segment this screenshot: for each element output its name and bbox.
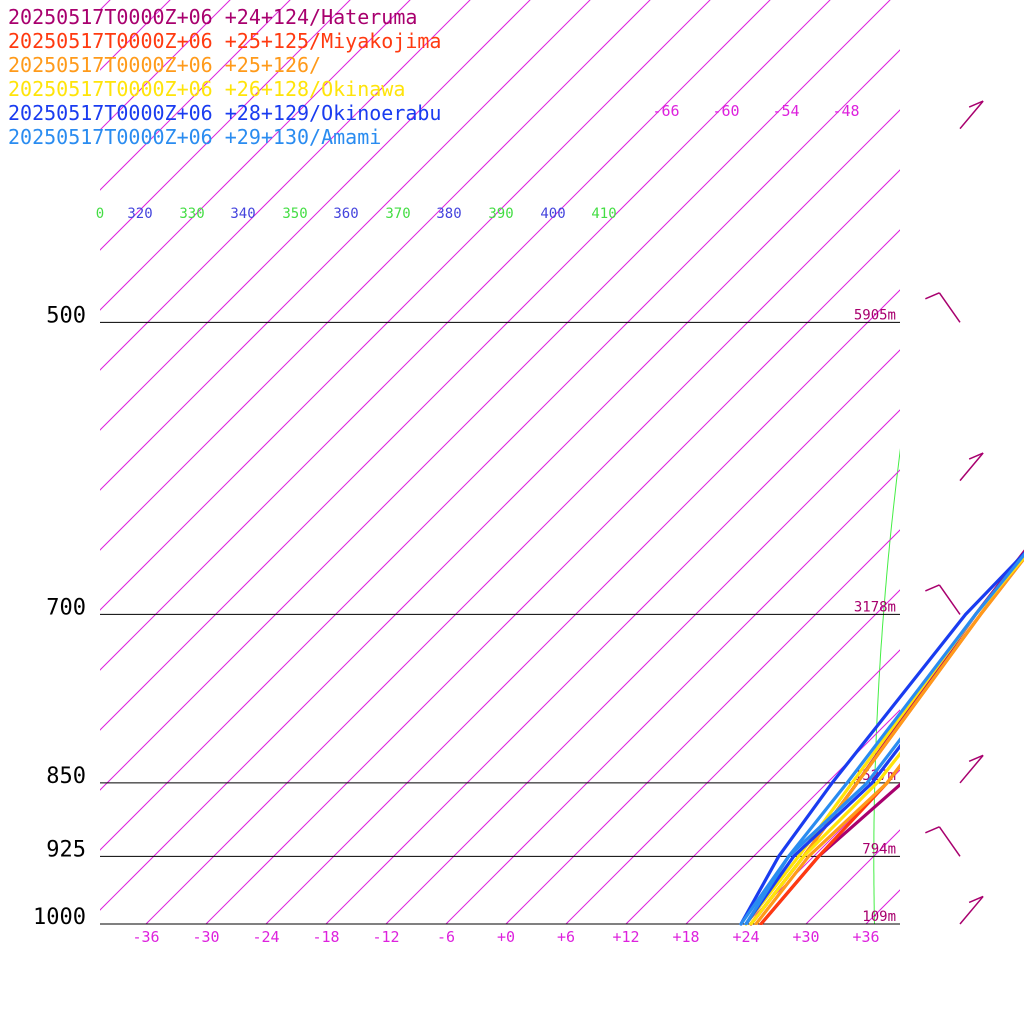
- pressure-label: 700: [46, 595, 86, 620]
- isotherm-top-label: -54: [772, 102, 799, 120]
- wind-barb: [925, 826, 961, 857]
- theta-label: 380: [436, 206, 461, 222]
- isotherm-line: [145, 169, 900, 925]
- x-tick-label: -30: [192, 928, 219, 946]
- pressure-label: 850: [46, 764, 86, 789]
- isotherm-line: [385, 409, 900, 925]
- legend-entry: 20250517T0000Z+06 +24+124/Hateruma: [8, 5, 417, 29]
- isotherm-line: [100, 0, 711, 611]
- height-label: 109m: [862, 909, 896, 925]
- dewpoint-line-hateruma: [749, 549, 1024, 926]
- isotherm-line: [505, 529, 900, 925]
- pressure-label: 500: [46, 303, 86, 328]
- legend-entry: 20250517T0000Z+06 +29+130/Amami: [8, 125, 381, 149]
- dewpoint-line--25-126: [749, 555, 1024, 926]
- dry-adiabat-320: [970, 0, 1024, 924]
- legend-entry: 20250517T0000Z+06 +28+129/Okinoerabu: [8, 101, 441, 125]
- height-label: 3178m: [854, 599, 896, 615]
- theta-label: 370: [385, 206, 410, 222]
- x-tick-label: +30: [792, 928, 819, 946]
- x-tick-label: -12: [372, 928, 399, 946]
- isotherm-line: [265, 289, 900, 925]
- temperature-line-okinawa: [749, 751, 900, 925]
- wind-barb: [959, 895, 984, 925]
- isotherm-top-label: -60: [712, 102, 739, 120]
- wind-barb: [925, 292, 961, 323]
- temperature-line-hateruma: [759, 782, 900, 925]
- dry-adiabat-310: [873, 448, 900, 925]
- theta-label: 330: [179, 206, 204, 222]
- isotherm-top-label: -48: [832, 102, 859, 120]
- isotherm-line: [445, 469, 900, 925]
- temperature-line-miyakojima: [759, 763, 900, 925]
- height-label: 794m: [862, 841, 896, 857]
- isotherm-line: [100, 49, 900, 851]
- isotherm-top-label: -66: [652, 102, 679, 120]
- isotherm-line: [205, 229, 900, 925]
- x-tick-label: -24: [252, 928, 279, 946]
- dewpoint-line-okinoerabu: [739, 551, 1024, 926]
- x-tick-label: +24: [732, 928, 759, 946]
- pressure-label: 925: [46, 837, 86, 862]
- theta-label: 390: [488, 206, 513, 222]
- legend-entry: 20250517T0000Z+06 +26+128/Okinawa: [8, 77, 405, 101]
- theta-label: 350: [282, 206, 307, 222]
- theta-label: 320: [127, 206, 152, 222]
- temperature-line--25-126: [754, 763, 900, 925]
- height-label: 5905m: [854, 307, 896, 323]
- wind-barb: [959, 754, 984, 784]
- isotherm-line: [565, 589, 900, 925]
- wind-barb: [959, 100, 984, 130]
- x-tick-label: +6: [557, 928, 575, 946]
- legend-entry: 20250517T0000Z+06 +25+125/Miyakojima: [8, 29, 441, 53]
- theta-label: 0: [96, 206, 104, 222]
- x-tick-label: -18: [312, 928, 339, 946]
- legend-entry: 20250517T0000Z+06 +25+126/: [8, 53, 321, 77]
- wind-barb: [925, 584, 961, 615]
- x-tick-label: +18: [672, 928, 699, 946]
- isotherm-line: [100, 0, 891, 791]
- dewpoint-line-miyakojima: [749, 555, 1024, 926]
- theta-label: 360: [333, 206, 358, 222]
- isotherm-line: [325, 349, 900, 925]
- isotherm-line: [100, 109, 900, 911]
- x-tick-label: +36: [852, 928, 879, 946]
- x-tick-label: +12: [612, 928, 639, 946]
- theta-label: 410: [591, 206, 616, 222]
- wind-barb: [959, 452, 984, 482]
- isotherm-line: [100, 0, 831, 731]
- dewpoint-line-amami: [739, 552, 1024, 926]
- isotherm-line: [865, 889, 900, 925]
- isotherm-line: [100, 0, 771, 671]
- theta-label: 340: [230, 206, 255, 222]
- x-tick-label: -6: [437, 928, 455, 946]
- isotherm-line: [805, 829, 900, 925]
- x-tick-label: -36: [132, 928, 159, 946]
- theta-label: 400: [540, 206, 565, 222]
- pressure-label: 1000: [33, 905, 86, 930]
- x-tick-label: +0: [497, 928, 515, 946]
